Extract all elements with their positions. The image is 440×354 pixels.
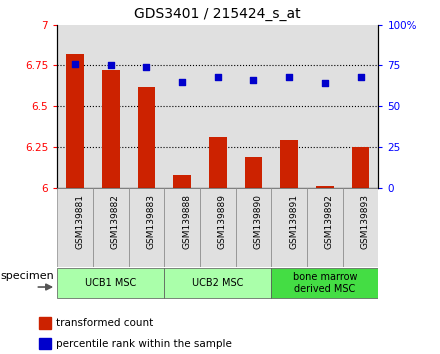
Text: GSM139882: GSM139882 [111, 194, 120, 249]
Text: GSM139881: GSM139881 [75, 194, 84, 249]
FancyBboxPatch shape [200, 188, 236, 267]
FancyBboxPatch shape [271, 188, 307, 267]
Text: bone marrow
derived MSC: bone marrow derived MSC [293, 272, 357, 294]
Bar [209, 137, 227, 188]
Bar [307, 25, 343, 188]
Text: GSM139888: GSM139888 [182, 194, 191, 249]
Bar [343, 25, 378, 188]
FancyBboxPatch shape [307, 188, 343, 267]
Bar [271, 25, 307, 188]
Point [321, 81, 328, 86]
Bar [66, 54, 84, 188]
Bar [138, 87, 155, 188]
FancyBboxPatch shape [57, 188, 93, 267]
Bar [39, 338, 51, 349]
FancyBboxPatch shape [164, 268, 271, 298]
Bar [236, 25, 271, 188]
Text: percentile rank within the sample: percentile rank within the sample [56, 339, 232, 349]
FancyBboxPatch shape [57, 268, 164, 298]
Point [107, 63, 114, 68]
Bar [128, 25, 164, 188]
Point [72, 61, 79, 67]
Bar [352, 147, 370, 188]
Bar [200, 25, 236, 188]
Text: GSM139892: GSM139892 [325, 194, 334, 249]
Point [143, 64, 150, 70]
FancyBboxPatch shape [271, 268, 378, 298]
Title: GDS3401 / 215424_s_at: GDS3401 / 215424_s_at [135, 7, 301, 21]
Bar [102, 70, 120, 188]
Bar [164, 25, 200, 188]
FancyBboxPatch shape [164, 188, 200, 267]
Point [286, 74, 293, 80]
Text: specimen: specimen [0, 271, 54, 281]
FancyBboxPatch shape [93, 188, 128, 267]
Point [357, 74, 364, 80]
Text: GSM139893: GSM139893 [360, 194, 370, 249]
Point [179, 79, 186, 85]
Bar [173, 175, 191, 188]
Text: GSM139883: GSM139883 [147, 194, 155, 249]
Text: transformed count: transformed count [56, 318, 154, 328]
Bar [316, 186, 334, 188]
Text: UCB2 MSC: UCB2 MSC [192, 278, 243, 288]
Text: GSM139889: GSM139889 [218, 194, 227, 249]
FancyBboxPatch shape [343, 188, 378, 267]
Point [214, 74, 221, 80]
Bar [280, 141, 298, 188]
Bar [245, 157, 262, 188]
Bar [57, 25, 93, 188]
FancyBboxPatch shape [236, 188, 271, 267]
FancyBboxPatch shape [128, 188, 164, 267]
Text: GSM139890: GSM139890 [253, 194, 263, 249]
Bar [39, 317, 51, 329]
Bar [93, 25, 128, 188]
Point [250, 77, 257, 83]
Text: GSM139891: GSM139891 [289, 194, 298, 249]
Text: UCB1 MSC: UCB1 MSC [85, 278, 136, 288]
